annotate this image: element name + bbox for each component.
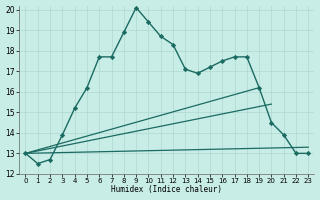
X-axis label: Humidex (Indice chaleur): Humidex (Indice chaleur) bbox=[111, 185, 222, 194]
